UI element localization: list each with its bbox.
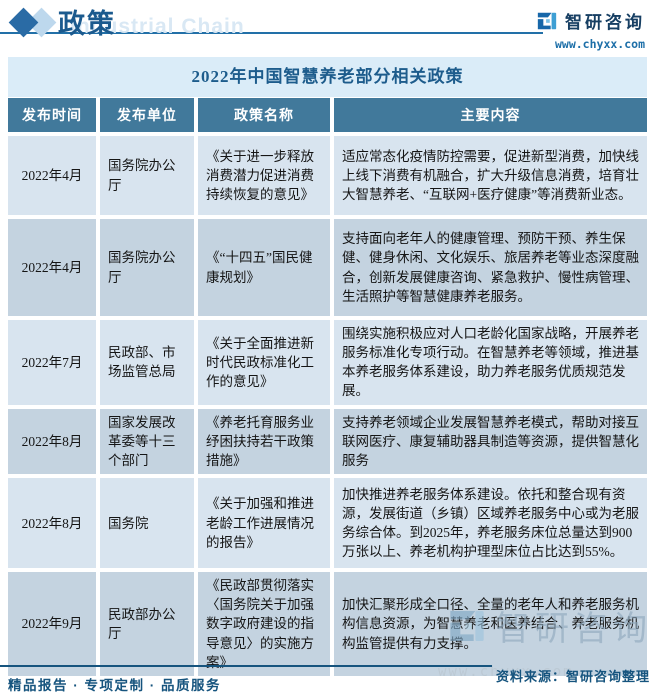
cell-unit: 民政部、市场监管总局 [100,320,194,405]
industrial-chain-watermark: Industrial Chain [70,15,245,38]
column-header-unit: 发布单位 [100,98,194,132]
cell-content: 支持养老领域企业发展智慧养老模式，帮助对接互联网医疗、康复辅助器具制造等资源，提… [334,408,647,475]
brand-name: 智研咨询 [565,13,645,32]
cell-unit: 国家发展改革委等十三个部门 [100,408,194,475]
cell-policy: 《关于加强和推进老龄工作进展情况的报告》 [198,478,330,569]
cell-policy: 《“十四五”国民健康规划》 [198,219,330,316]
cell-policy: 《民政部贯彻落实〈国务院关于加强数字政府建设的指导意见〉的实施方案》 [198,572,330,676]
cell-content: 加快推进养老服务体系建设。依托和整合现有资源，发展街道（乡镇）区域养老服务中心或… [334,478,647,569]
cell-date: 2022年4月 [8,136,96,215]
cell-date: 2022年7月 [8,320,96,405]
cell-unit: 民政部办公厅 [100,572,194,676]
policy-table: 发布时间 发布单位 政策名称 主要内容 2022年4月 国务院办公厅 《关于进一… [4,94,651,680]
table-row: 2022年4月 国务院办公厅 《“十四五”国民健康规划》 支持面向老年人的健康管… [8,219,647,316]
cell-date: 2022年8月 [8,478,96,569]
column-header-date: 发布时间 [8,98,96,132]
footer-divider [0,665,492,667]
cell-content: 围绕实施积极应对人口老龄化国家战略，开展养老服务标准化专项行动。在智慧养老等领域… [334,320,647,405]
table-header-row: 发布时间 发布单位 政策名称 主要内容 [8,98,647,132]
table-row: 2022年8月 国务院 《关于加强和推进老龄工作进展情况的报告》 加快推进养老服… [8,478,647,569]
cell-policy: 《关于全面推进新时代民政标准化工作的意见》 [198,320,330,405]
table-row: 2022年8月 国家发展改革委等十三个部门 《养老托育服务业纾困扶持若干政策措施… [8,408,647,475]
column-header-content: 主要内容 [334,98,647,132]
cell-content: 加快汇聚形成全口径、全量的老年人和养老服务机构信息资源，为智慧养老和医养结合、养… [334,572,647,676]
brand-url[interactable]: www.chyxx.com [554,37,645,51]
source-note: 资料来源：智研咨询整理 [495,669,650,684]
footer-tagline: 精品报告 · 专项定制 · 品质服务 [8,678,221,693]
cell-content: 适应常态化疫情防控需要，促进新型消费，加快线上线下消费有机融合，扩大升级信息消费… [334,136,647,215]
column-header-policy: 政策名称 [198,98,330,132]
table-row: 2022年7月 民政部、市场监管总局 《关于全面推进新时代民政标准化工作的意见》… [8,320,647,405]
header-divider [0,32,543,34]
cell-date: 2022年9月 [8,572,96,676]
table-row: 2022年9月 民政部办公厅 《民政部贯彻落实〈国务院关于加强数字政府建设的指导… [8,572,647,676]
cell-date: 2022年4月 [8,219,96,316]
cell-unit: 国务院办公厅 [100,219,194,316]
cell-policy: 《养老托育服务业纾困扶持若干政策措施》 [198,408,330,475]
cell-date: 2022年8月 [8,408,96,475]
cell-content: 支持面向老年人的健康管理、预防干预、养生保健、健身休闲、文化娱乐、旅居养老等业态… [334,219,647,316]
cell-unit: 国务院 [100,478,194,569]
cell-unit: 国务院办公厅 [100,136,194,215]
brand-block: 智研咨询 www.chyxx.com [536,8,645,51]
cell-policy: 《关于进一步释放消费潜力促进消费持续恢复的意见》 [198,136,330,215]
zhiyan-logo-icon [536,10,558,32]
section-title: 政策 [58,9,116,39]
table-row: 2022年4月 国务院办公厅 《关于进一步释放消费潜力促进消费持续恢复的意见》 … [8,136,647,215]
page-title: 2022年中国智慧养老部分相关政策 [8,57,647,97]
